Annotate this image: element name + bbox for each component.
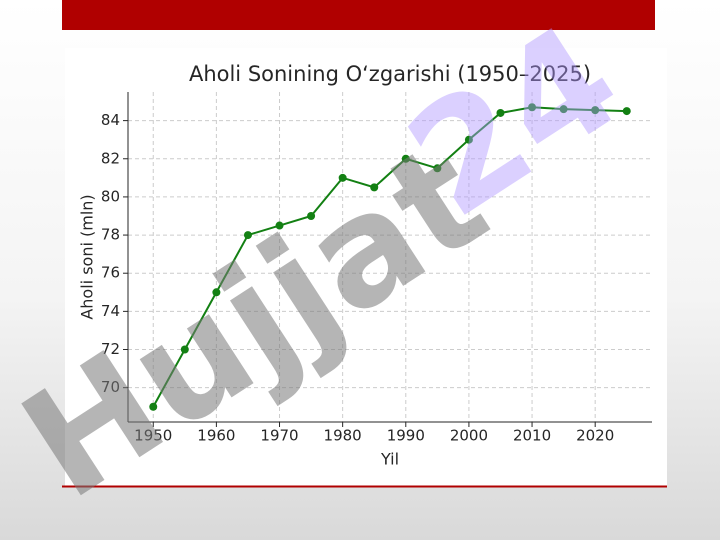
point: [401, 154, 410, 163]
point: [496, 108, 505, 117]
x-tick-label: 2020: [576, 427, 614, 445]
panel: [65, 48, 667, 487]
x-tick-label: 2010: [513, 427, 551, 445]
point: [559, 105, 568, 114]
plot: [149, 103, 631, 411]
y-tick-label: 72: [101, 340, 120, 358]
y-tick-label: 82: [101, 149, 120, 167]
point: [275, 221, 284, 230]
point: [622, 107, 631, 116]
grid: 70 72 74 76 78 80 82 84 1950 1960 1970 1980 1990 2000…: [101, 92, 652, 445]
x-tick-label: 1970: [260, 427, 298, 445]
x-axis-label: Yil: [380, 450, 399, 469]
x-tick-label: 2000: [450, 427, 488, 445]
y-tick-label: 80: [101, 187, 120, 205]
series-line: [152, 106, 627, 408]
y-tick-label: 70: [101, 378, 120, 396]
y-tick-label: 74: [101, 302, 120, 320]
point: [149, 402, 158, 411]
point: [212, 288, 221, 297]
point: [370, 183, 379, 192]
x-tick-label: 1960: [197, 427, 235, 445]
point: [180, 345, 189, 354]
point: [338, 173, 347, 182]
point: [528, 103, 537, 112]
point: [433, 164, 442, 173]
x-tick-label: 1990: [387, 427, 425, 445]
y-tick-label: 76: [101, 264, 120, 282]
y-tick-label: 78: [101, 226, 120, 244]
point: [464, 135, 473, 144]
point: [307, 211, 316, 220]
x-tick-label: 1950: [134, 427, 172, 445]
point: [591, 106, 600, 115]
chart-title: Aholi Sonining O‘zgarishi (1950–2025): [189, 62, 591, 86]
y-axis-label: Aholi soni (mln): [78, 194, 97, 319]
point: [243, 231, 252, 240]
x-tick-label: 1980: [324, 427, 362, 445]
y-tick-label: 84: [101, 111, 120, 129]
top-bar: [62, 0, 655, 30]
